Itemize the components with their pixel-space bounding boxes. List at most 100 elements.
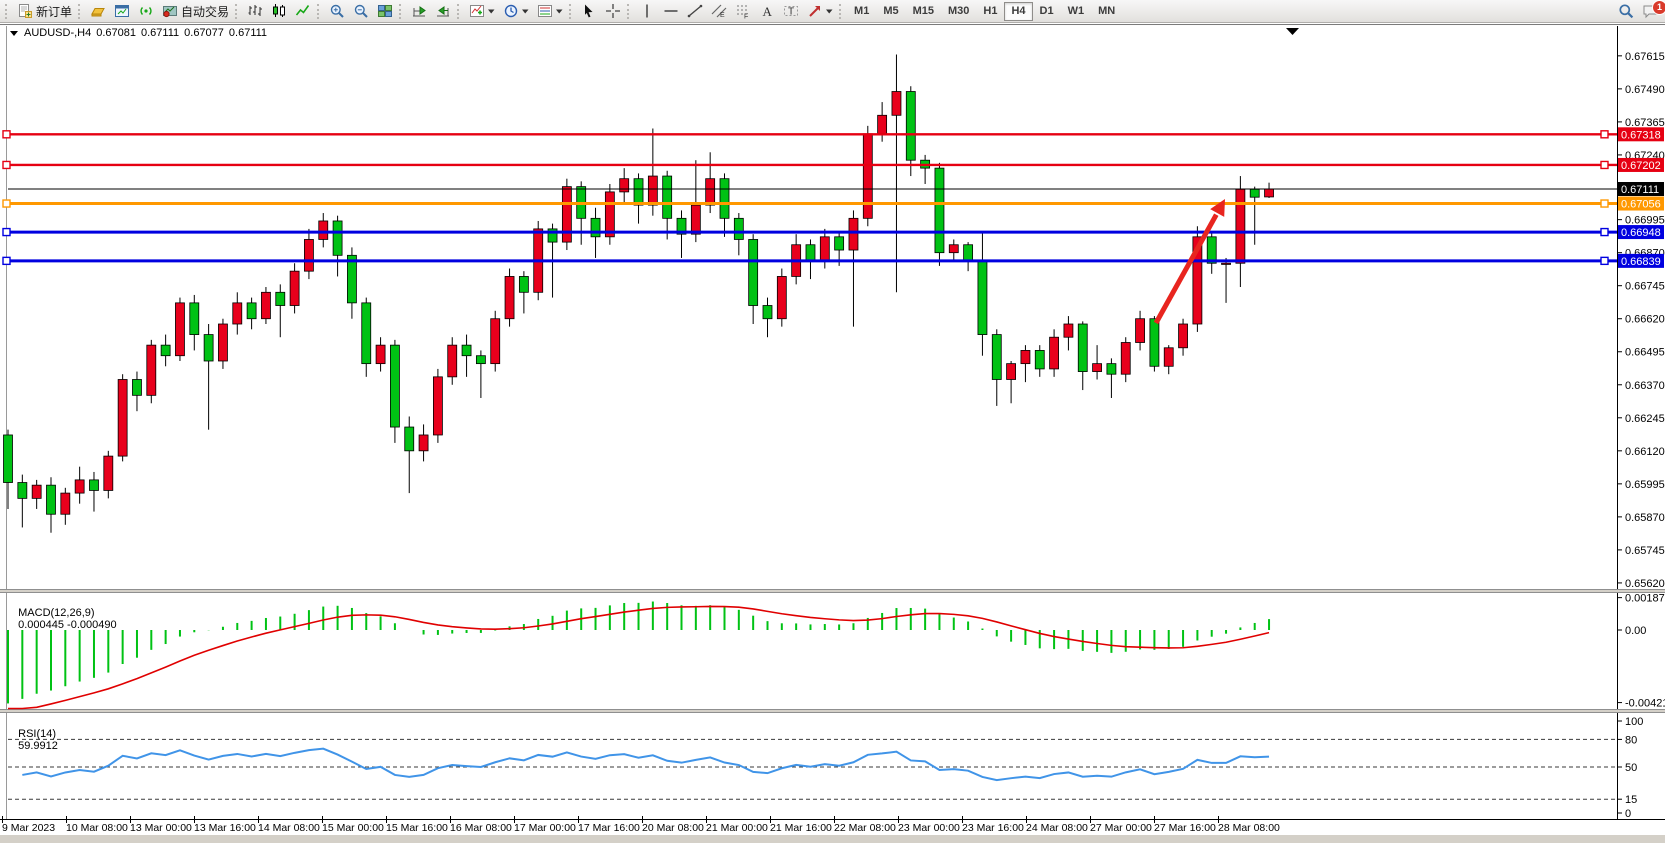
notification-badge: 1	[1652, 0, 1665, 15]
toolbar-group-grip[interactable]	[457, 3, 461, 19]
crosshair-button[interactable]	[601, 1, 625, 22]
candle	[1106, 363, 1117, 375]
timeframe-m5-button[interactable]: M5	[883, 5, 899, 17]
cursor-button[interactable]	[577, 1, 601, 22]
tile-windows-button[interactable]	[373, 1, 397, 22]
search-button[interactable]	[1614, 1, 1638, 22]
toolbar-group-grip[interactable]	[78, 3, 82, 19]
bar-chart-button[interactable]	[243, 1, 267, 22]
candle	[877, 114, 888, 135]
indicators-button[interactable]	[465, 1, 499, 22]
candle	[705, 178, 716, 206]
market-panel-button[interactable]	[86, 1, 110, 22]
dropdown-arrow-icon[interactable]	[522, 9, 529, 14]
notifications-button[interactable]: 1	[1638, 0, 1665, 22]
candle	[1264, 188, 1274, 198]
new-order-button[interactable]: 新订单	[13, 1, 76, 22]
timeframe-m1-button[interactable]: M1	[854, 5, 870, 17]
candle	[834, 236, 845, 251]
channel-button[interactable]: E	[707, 1, 731, 22]
dropdown-arrow-icon[interactable]	[556, 9, 563, 14]
timeframe-m15-button[interactable]: M15	[912, 5, 934, 17]
line-handle[interactable]	[1600, 160, 1609, 170]
panel-separator[interactable]	[0, 589, 1665, 593]
trend-arrow-object[interactable]	[1153, 213, 1219, 325]
timeframe-mn-button[interactable]: MN	[1098, 5, 1116, 17]
candle	[805, 244, 816, 261]
line-handle[interactable]	[1600, 256, 1609, 266]
toolbar-group-grip[interactable]	[569, 3, 573, 19]
candle	[690, 204, 701, 235]
line-handle[interactable]	[2, 130, 11, 139]
svg-text:E: E	[720, 12, 725, 19]
axis-label: 9 Mar 2023	[2, 822, 55, 834]
axis-label: 0.66745	[1625, 281, 1665, 293]
candle	[934, 167, 945, 254]
text-icon: A	[759, 3, 775, 19]
axis-label: 0.67056	[1621, 199, 1661, 211]
scroll-to-end-button[interactable]	[407, 1, 431, 22]
candle	[547, 228, 558, 243]
candle	[3, 434, 13, 483]
toolbar-group-grip[interactable]	[627, 3, 631, 19]
candle	[1178, 323, 1188, 349]
search-icon	[1618, 3, 1634, 19]
candle	[17, 482, 28, 499]
chart-shift-button[interactable]	[431, 1, 455, 22]
dropdown-arrow-icon[interactable]	[826, 9, 833, 14]
axis-label: 22 Mar 08:00	[834, 822, 896, 834]
timeframe-h4-button[interactable]: H4	[1004, 1, 1033, 21]
line-handle[interactable]	[2, 227, 11, 237]
candle	[103, 455, 114, 491]
trend-line-icon	[687, 3, 703, 19]
bars-chart-icon	[247, 3, 263, 19]
line-handle[interactable]	[2, 256, 11, 266]
fibonacci-button[interactable]: F	[731, 1, 755, 22]
timeframe-w1-button[interactable]: W1	[1067, 5, 1085, 17]
zoom-in-button[interactable]	[325, 1, 349, 22]
line-handle[interactable]	[1600, 227, 1609, 237]
panel-separator[interactable]	[0, 709, 1665, 713]
rsi-name: RSI(14)	[18, 728, 57, 740]
horizontal-line-button[interactable]	[659, 1, 683, 22]
toolbar-group-grip[interactable]	[235, 3, 239, 19]
text-button[interactable]: A	[755, 1, 779, 22]
periods-button[interactable]	[499, 1, 533, 22]
trendline-button[interactable]	[683, 1, 707, 22]
zoom-out-button[interactable]	[349, 1, 373, 22]
vertical-line-button[interactable]	[635, 1, 659, 22]
candle	[1192, 236, 1203, 325]
line-handle[interactable]	[2, 160, 11, 170]
line-handle[interactable]	[1600, 199, 1609, 208]
timeframe-d1-button[interactable]: D1	[1039, 5, 1054, 17]
toolbar-group-grip[interactable]	[317, 3, 321, 19]
line-chart-button[interactable]	[291, 1, 315, 22]
trend-arrow-head[interactable]	[1210, 199, 1225, 217]
auto-trading-button[interactable]: 自动交易	[158, 1, 233, 22]
arrows-button[interactable]	[803, 1, 837, 22]
dropdown-arrow-icon[interactable]	[488, 9, 495, 14]
text-label-icon: T	[783, 3, 799, 19]
ohlc-close: 0.67111	[228, 27, 268, 39]
window-bottom-strip	[0, 834, 1665, 843]
new-chart-button[interactable]	[110, 1, 134, 22]
toolbar-group-grip[interactable]	[5, 3, 9, 19]
toolbar-group-grip[interactable]	[839, 3, 843, 19]
line-handle[interactable]	[1600, 130, 1609, 139]
label-button[interactable]: T	[779, 1, 803, 22]
templates-button[interactable]	[533, 1, 567, 22]
chart-shift-marker[interactable]	[1286, 28, 1299, 35]
toolbar-group-grip[interactable]	[399, 3, 403, 19]
timeframe-h1-button[interactable]: H1	[983, 5, 998, 17]
chart-menu-icon[interactable]	[10, 30, 19, 37]
autotrade-icon	[162, 3, 178, 19]
candlestick-chart-button[interactable]	[267, 1, 291, 22]
signals-button[interactable]	[134, 1, 158, 22]
axis-label: 0.67111	[1621, 184, 1659, 196]
candle	[1163, 347, 1174, 367]
price-tag	[1618, 196, 1664, 211]
line-handle[interactable]	[2, 199, 11, 208]
axis-label: 0.65620	[1625, 578, 1665, 590]
timeframe-m30-button[interactable]: M30	[948, 5, 970, 17]
